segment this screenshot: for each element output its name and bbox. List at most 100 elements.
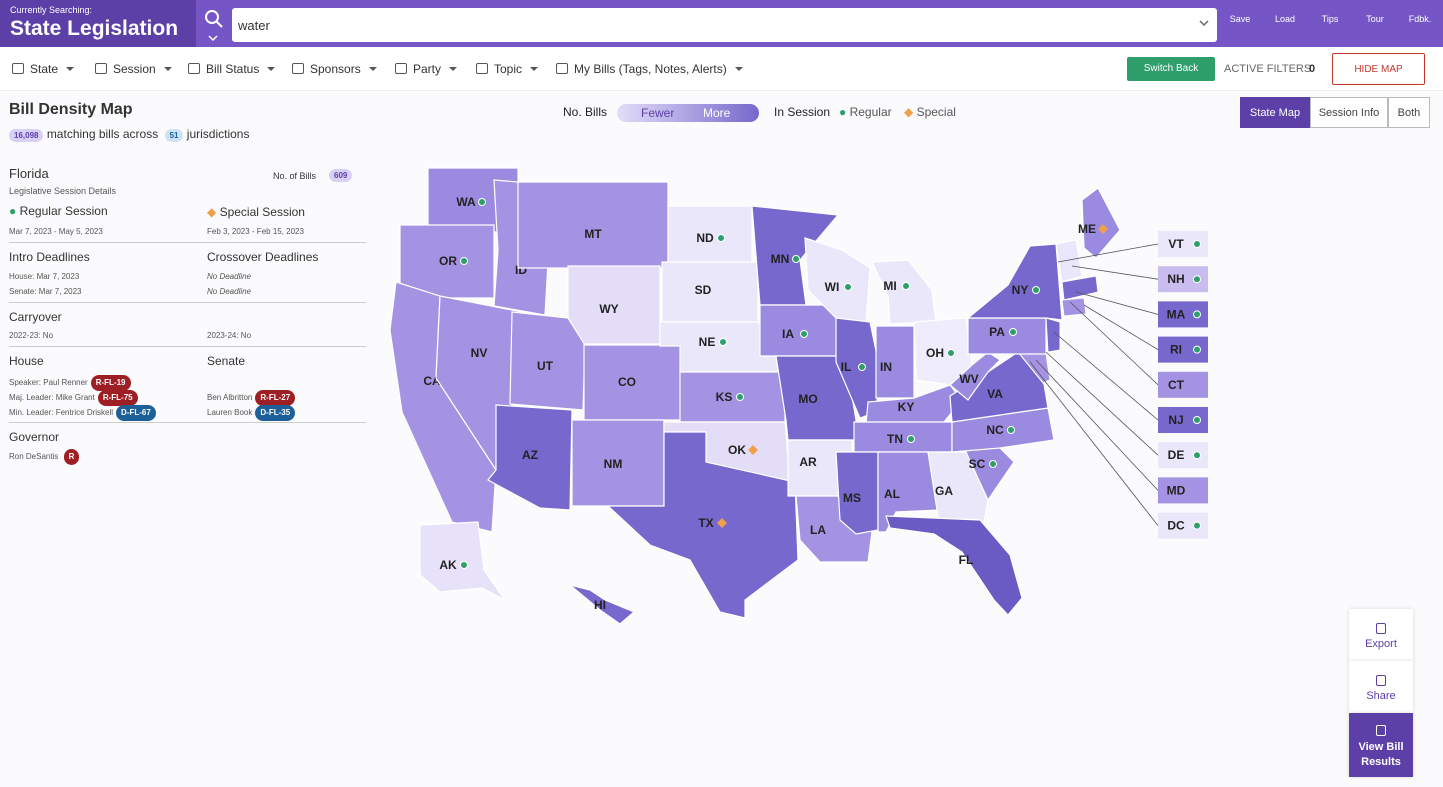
- special-text: Special: [916, 105, 956, 119]
- regular-session-label: Regular Session: [19, 204, 108, 218]
- state-shape[interactable]: [966, 243, 1063, 321]
- action-label: Fdbk.: [1408, 14, 1432, 24]
- divider: [9, 302, 366, 303]
- session-dot: [1193, 240, 1201, 248]
- view-toggle[interactable]: State Map: [1240, 97, 1310, 128]
- filter-label: Sponsors: [310, 62, 361, 76]
- state-shape[interactable]: [949, 351, 1001, 401]
- state-label: HI: [594, 598, 606, 612]
- leader-line: [1045, 351, 1159, 456]
- state-label: WA: [456, 195, 476, 209]
- leader-name: Min. Leader: Fentrice Driskell: [9, 408, 114, 417]
- state-shape[interactable]: [679, 371, 786, 423]
- jurisdictions-count: 51: [164, 129, 184, 142]
- state-label: IL: [841, 360, 852, 374]
- state-label: CT: [1168, 378, 1185, 392]
- state-label: KY: [898, 400, 915, 414]
- filter-dropdown[interactable]: Session: [95, 62, 172, 76]
- side-label: Export: [1365, 638, 1397, 650]
- state-label: MA: [1167, 307, 1186, 321]
- state-label: MD: [1167, 483, 1186, 497]
- view-toggle[interactable]: Both: [1388, 97, 1430, 128]
- caret: [530, 67, 539, 75]
- state-label: OK: [728, 443, 746, 457]
- state-label: GA: [935, 484, 953, 498]
- party-badge: D-FL-35: [255, 405, 296, 421]
- side-button[interactable]: Export: [1349, 609, 1413, 661]
- session-dot: [902, 282, 910, 290]
- session-dot: [1193, 310, 1201, 319]
- state-label: WV: [959, 372, 978, 386]
- state-shape[interactable]: [569, 584, 636, 625]
- state-label: TN: [887, 432, 903, 446]
- state-shape[interactable]: [606, 431, 799, 619]
- switch-back-button[interactable]: Switch Back: [1127, 57, 1215, 81]
- bills-count: 609: [329, 169, 353, 182]
- hide-map-button[interactable]: HIDE MAP: [1332, 53, 1425, 85]
- matching-text: matching bills across: [46, 127, 159, 141]
- governor-title: Governor: [9, 430, 60, 444]
- header-action[interactable]: Tips: [1312, 10, 1348, 24]
- leader-line: [1029, 361, 1159, 526]
- side-button[interactable]: Share: [1349, 661, 1413, 713]
- state-shape[interactable]: [517, 181, 669, 269]
- filter-dropdown[interactable]: Topic: [476, 62, 539, 76]
- leader-line: [1083, 304, 1159, 350]
- leader-row: Lauren Book D-FL-35: [207, 405, 296, 421]
- session-dot: [947, 349, 955, 357]
- filter-dropdown[interactable]: Party: [395, 62, 458, 76]
- header-action[interactable]: Tour: [1357, 10, 1393, 24]
- party-badge: D-FL-67: [116, 405, 156, 421]
- filter-dropdown[interactable]: My Bills (Tags, Notes, Alerts): [556, 62, 743, 76]
- in-session-label: In Session: [774, 105, 831, 119]
- session-dot: [989, 460, 997, 468]
- side-icon: [1376, 623, 1386, 634]
- state-shape[interactable]: [835, 451, 879, 535]
- session-dot: [858, 363, 866, 371]
- small-state-box[interactable]: [1158, 371, 1208, 398]
- state-shape[interactable]: [759, 304, 843, 357]
- session-dot: [1009, 328, 1017, 336]
- state-label: AZ: [522, 448, 538, 462]
- session-diamond: [717, 518, 727, 528]
- state-shape[interactable]: [1081, 187, 1121, 259]
- leader-line: [1057, 243, 1159, 263]
- header-action[interactable]: Load: [1267, 10, 1303, 24]
- state-label: NV: [471, 346, 488, 360]
- session-dot: [907, 435, 915, 443]
- fewer-label: Fewer: [641, 106, 675, 120]
- state-shape: [1045, 317, 1061, 353]
- filter-dropdown[interactable]: State: [12, 62, 75, 76]
- state-label: TX: [698, 516, 713, 530]
- view-toggle[interactable]: Session Info: [1310, 97, 1388, 128]
- special-dates: Feb 3, 2023 - Feb 15, 2023: [207, 227, 304, 236]
- state-shape[interactable]: [885, 515, 1023, 616]
- state-shape[interactable]: [419, 521, 506, 601]
- state-shape[interactable]: [871, 259, 937, 325]
- state-shape: [1061, 275, 1099, 301]
- state-shape[interactable]: [967, 317, 1047, 355]
- state-shape[interactable]: [853, 421, 953, 453]
- header-action[interactable]: Save: [1222, 10, 1258, 24]
- carryover-second: 2023-24: No: [207, 331, 252, 340]
- side-button[interactable]: View Bill Results: [1349, 713, 1413, 777]
- action-label: Load: [1274, 14, 1296, 24]
- state-shape[interactable]: [487, 404, 573, 511]
- filter-dropdown[interactable]: Sponsors: [292, 62, 377, 76]
- state-label: RI: [1170, 343, 1182, 357]
- small-state-box[interactable]: [1158, 477, 1208, 504]
- panel-subtitle: Legislative Session Details: [9, 186, 117, 196]
- state-label: ME: [1078, 222, 1096, 236]
- header-action[interactable]: Fdbk.: [1402, 10, 1438, 24]
- search-icon[interactable]: [203, 8, 225, 44]
- leader-name: Ben Albritton: [207, 393, 253, 402]
- active-filters-count: 0: [1309, 63, 1316, 75]
- search-input[interactable]: water: [232, 8, 1217, 42]
- caret: [267, 67, 276, 75]
- special-session-label: Special Session: [219, 205, 305, 219]
- filter-dropdown[interactable]: Bill Status: [188, 62, 276, 76]
- state-label: DE: [1168, 448, 1185, 462]
- filter-icon: [556, 63, 568, 74]
